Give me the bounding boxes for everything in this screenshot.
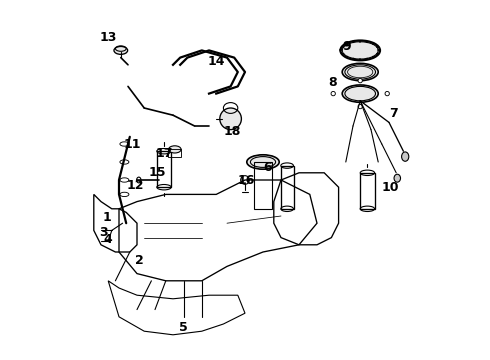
Text: 5: 5 <box>179 321 188 334</box>
Ellipse shape <box>402 152 409 161</box>
Circle shape <box>358 104 363 109</box>
Circle shape <box>358 78 363 83</box>
Ellipse shape <box>114 46 127 54</box>
Bar <box>254 162 272 209</box>
Circle shape <box>331 91 335 96</box>
Text: 16: 16 <box>238 174 255 186</box>
Ellipse shape <box>342 85 378 102</box>
Ellipse shape <box>341 41 380 60</box>
Bar <box>360 173 374 209</box>
Text: 18: 18 <box>224 125 242 138</box>
Ellipse shape <box>169 146 181 153</box>
Text: 9: 9 <box>342 40 351 53</box>
Text: 13: 13 <box>99 31 117 44</box>
Ellipse shape <box>220 108 242 130</box>
Text: 8: 8 <box>328 76 337 89</box>
Text: 10: 10 <box>382 181 399 194</box>
Text: 14: 14 <box>207 55 225 68</box>
Bar <box>281 166 294 209</box>
Ellipse shape <box>247 155 279 169</box>
Text: 1: 1 <box>103 211 112 224</box>
Text: 3: 3 <box>99 226 108 239</box>
Text: 15: 15 <box>148 166 166 179</box>
Text: 17: 17 <box>155 147 173 159</box>
Circle shape <box>385 91 390 96</box>
Text: 2: 2 <box>135 255 144 267</box>
Text: 4: 4 <box>103 233 112 246</box>
Bar <box>157 151 171 187</box>
Text: 7: 7 <box>389 107 398 120</box>
Bar <box>169 149 181 157</box>
Ellipse shape <box>342 63 378 81</box>
Ellipse shape <box>394 174 400 182</box>
Text: 6: 6 <box>263 161 271 174</box>
Text: 12: 12 <box>127 179 144 192</box>
Text: 11: 11 <box>123 138 141 150</box>
